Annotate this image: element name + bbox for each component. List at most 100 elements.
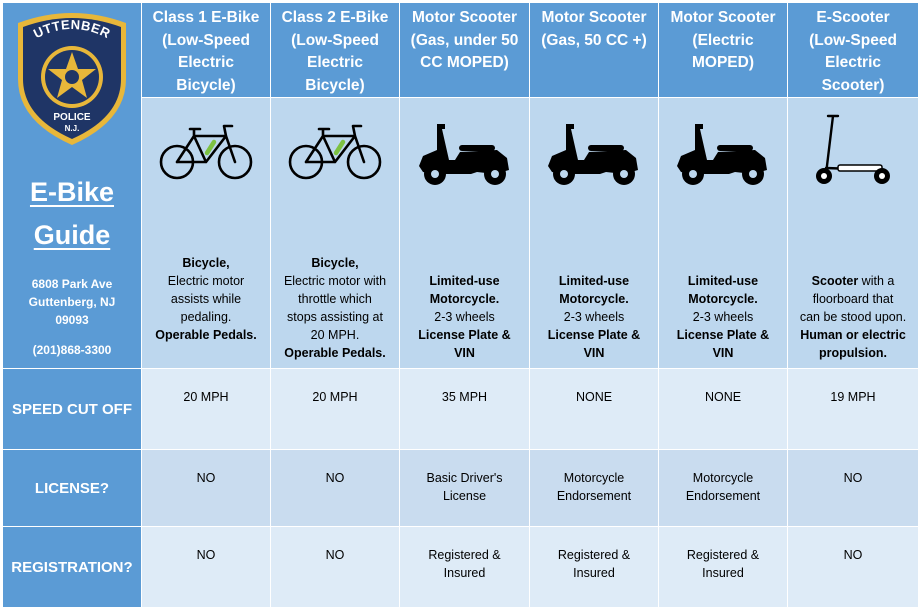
desc2-line1: Bicycle,	[311, 256, 359, 270]
license-value: NO	[270, 449, 400, 527]
col6-header-line1: E-Scooter	[816, 9, 890, 26]
desc6-line2: floorboard that	[812, 292, 894, 306]
license-value: NO	[141, 449, 271, 527]
desc2-line3: throttle which	[298, 292, 372, 306]
col3-header-line2: (Gas, under 50	[410, 31, 519, 49]
bicycle-icon	[159, 124, 253, 180]
license-value: Motorcycle Endorsement	[529, 449, 659, 527]
desc5-line2: Motorcycle.	[688, 292, 758, 306]
description-text: Scooter with a floorboard that can be st…	[788, 272, 918, 362]
registration-value-line1: Registered &	[686, 548, 760, 562]
col2-header-line2: (Low-Speed	[291, 31, 379, 49]
desc4-line2: Motorcycle.	[559, 292, 629, 306]
license-row: LICENSE? NO NO Basic Driver's License Mo…	[2, 449, 919, 527]
desc6-line1-rest: with a	[858, 274, 895, 288]
desc1-line2: Electric motor	[167, 274, 245, 288]
moped-icon	[418, 124, 509, 185]
desc1-line4: pedaling.	[180, 310, 232, 324]
description-row: Bicycle, Electric motor assists while pe…	[3, 97, 919, 369]
license-value: Motorcycle Endorsement	[658, 449, 788, 527]
description-gas-moped-under-50cc: Limited-use Motorcycle. 2-3 wheels Licen…	[399, 97, 530, 369]
phone-number: (201)868-3300	[32, 343, 112, 357]
police-badge-logo: GUTTENBERG POLICE N.J.	[10, 9, 126, 145]
col2-header-line4: Bicycle)	[305, 76, 365, 94]
col4-header-line1: Motor Scooter	[541, 9, 647, 26]
registration-value: NO	[270, 526, 400, 608]
license-value-line2: Endorsement	[685, 489, 761, 503]
license-value: NO	[787, 449, 919, 527]
row-label-license: LICENSE?	[2, 449, 142, 527]
column-header-gas-moped-under-50cc: Motor Scooter (Gas, under 50 CC MOPED)	[399, 2, 530, 98]
column-header-class2-ebike: Class 2 E-Bike (Low-Speed Electric Bicyc…	[270, 2, 400, 98]
registration-value: Registered & Insured	[399, 526, 530, 608]
desc5-line3: 2-3 wheels	[692, 310, 754, 324]
desc5-line1: Limited-use	[687, 274, 759, 288]
kick-scooter-picture	[788, 98, 918, 206]
moped-icon	[677, 124, 767, 185]
speed-value: 20 MPH	[270, 368, 400, 450]
col6-header-line3: Electric	[824, 54, 881, 71]
desc3-line3: 2-3 wheels	[434, 310, 495, 324]
description-e-scooter: Scooter with a floorboard that can be st…	[787, 97, 919, 369]
speed-cutoff-row: SPEED CUT OFF 20 MPH 20 MPH 35 MPH NONE …	[2, 368, 919, 450]
description-text: Bicycle, Electric motor with throttle wh…	[271, 254, 399, 362]
license-value-line2: Endorsement	[556, 489, 632, 503]
logo-line2: N.J.	[65, 124, 80, 133]
desc1-line3: assists while	[170, 292, 242, 306]
registration-value-line1: Registered &	[428, 548, 501, 562]
license-value-line2: License	[442, 489, 487, 503]
description-text: Limited-use Motorcycle. 2-3 wheels Licen…	[659, 272, 787, 362]
col1-header-line4: Bicycle)	[176, 76, 236, 94]
address-line2: Guttenberg, NJ	[28, 295, 116, 309]
registration-value-line2: Insured	[443, 566, 486, 580]
desc4-line4: License Plate &	[547, 328, 641, 342]
speed-value: 19 MPH	[787, 368, 919, 450]
speed-value: 20 MPH	[141, 368, 271, 450]
guide-title: E-Bike Guide	[3, 171, 141, 257]
desc3-line5: VIN	[454, 346, 475, 360]
moped-picture	[400, 98, 529, 206]
registration-row: REGISTRATION? NO NO Registered & Insured…	[2, 526, 919, 608]
registration-value-line2: Insured	[573, 566, 615, 580]
license-value-line1: Motorcycle	[563, 471, 625, 485]
speed-value: 35 MPH	[399, 368, 530, 450]
description-electric-moped: Limited-use Motorcycle. 2-3 wheels Licen…	[658, 97, 788, 369]
description-class2-ebike: Bicycle, Electric motor with throttle wh…	[270, 97, 400, 369]
row-label-registration: REGISTRATION?	[2, 526, 142, 608]
desc3-line4: License Plate &	[418, 328, 511, 342]
desc4-line5: VIN	[583, 346, 605, 360]
moped-picture	[530, 98, 658, 206]
column-header-electric-moped: Motor Scooter (Electric MOPED)	[658, 2, 788, 98]
header-row: GUTTENBERG POLICE N.J. E-Bike Guide 6808…	[2, 2, 919, 369]
col3-header-line1: Motor Scooter	[411, 9, 518, 26]
desc2-line2: Electric motor with	[283, 274, 387, 288]
description-text: Limited-use Motorcycle. 2-3 wheels Licen…	[400, 272, 529, 362]
speed-value: NONE	[529, 368, 659, 450]
desc6-line4: Human or electric	[800, 328, 906, 342]
row-label-speed-cutoff: SPEED CUT OFF	[2, 368, 142, 450]
sidebar: GUTTENBERG POLICE N.J. E-Bike Guide 6808…	[2, 2, 142, 369]
column-header-class1-ebike: Class 1 E-Bike (Low-Speed Electric Bicyc…	[141, 2, 271, 98]
registration-value: Registered & Insured	[529, 526, 659, 608]
desc2-line6: Operable Pedals.	[284, 346, 386, 360]
registration-value-line2: Insured	[702, 566, 744, 580]
desc2-line4: stops assisting at	[287, 310, 383, 324]
desc4-line3: 2-3 wheels	[563, 310, 625, 324]
col3-header-line3: CC MOPED)	[420, 54, 509, 71]
desc6-line3: can be stood upon.	[799, 310, 907, 324]
bicycle-icon	[288, 124, 382, 180]
col2-header-line3: Electric	[306, 54, 363, 71]
license-value-line1: Motorcycle	[692, 471, 754, 485]
col6-header-line4: Scooter)	[821, 76, 885, 94]
desc1-line5: Operable Pedals.	[155, 328, 257, 342]
guide-title-line1: E-Bike	[29, 177, 115, 207]
col5-header-line3: MOPED)	[692, 54, 754, 71]
column-header-gas-scooter-50cc-plus: Motor Scooter (Gas, 50 CC +)	[529, 2, 659, 98]
desc3-line1: Limited-use	[429, 274, 500, 288]
col5-header-line1: Motor Scooter	[670, 9, 776, 26]
desc5-line4: License Plate &	[676, 328, 770, 342]
address-line1: 6808 Park Ave	[31, 277, 113, 291]
desc1-line1: Bicycle,	[182, 256, 230, 270]
